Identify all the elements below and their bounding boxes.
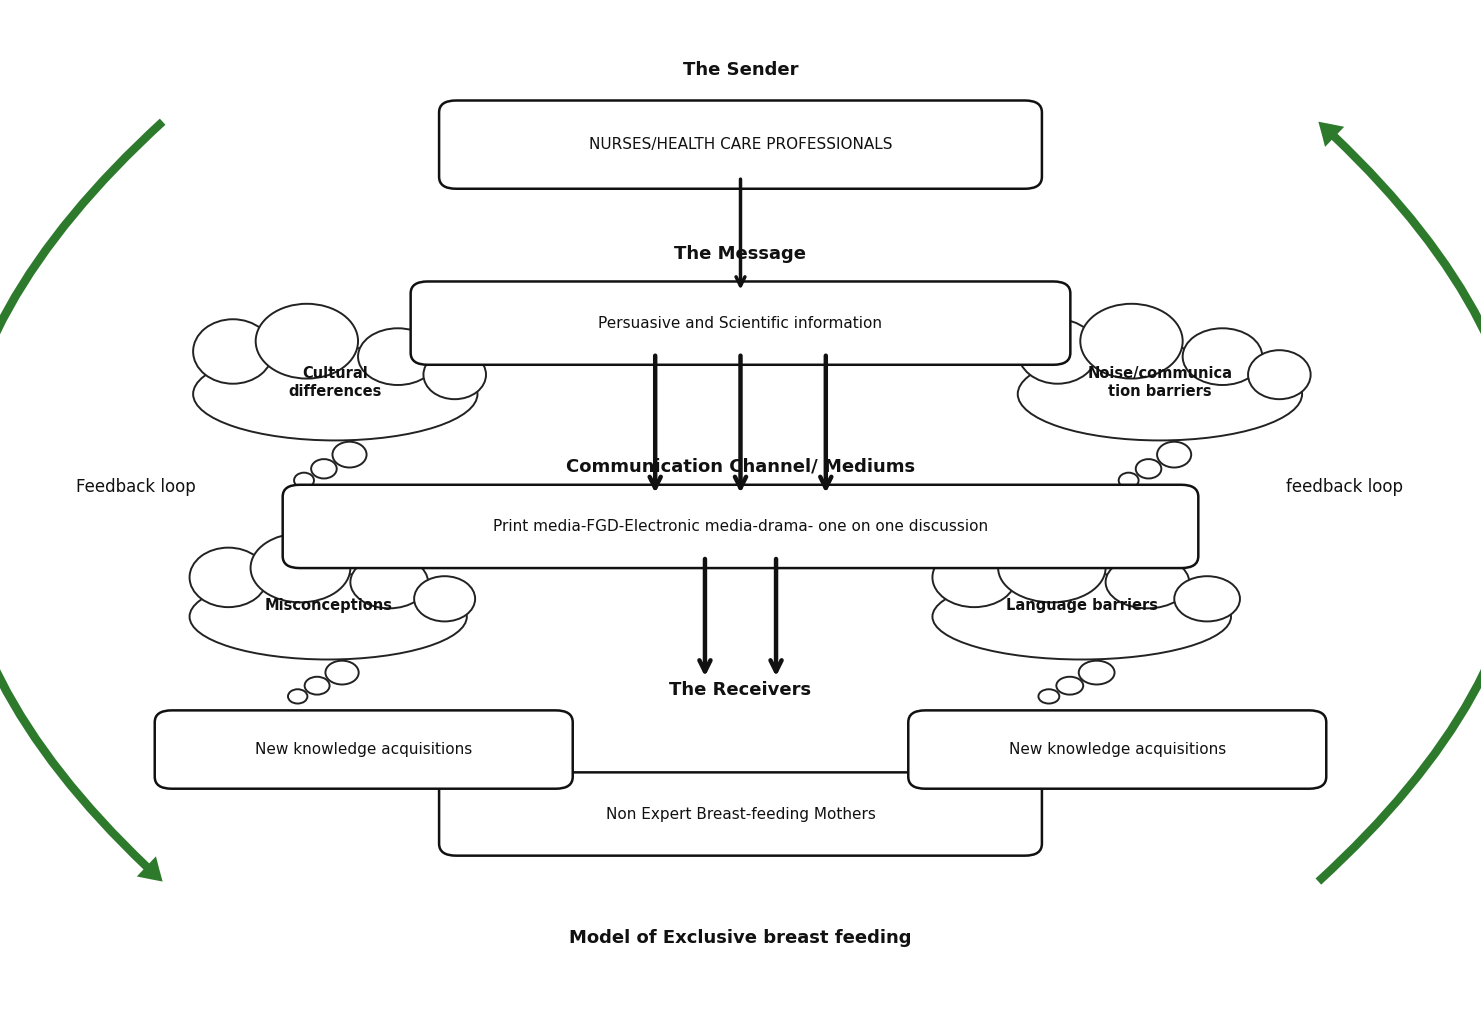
Ellipse shape: [1248, 350, 1311, 399]
FancyArrowPatch shape: [0, 119, 166, 881]
Ellipse shape: [933, 547, 1016, 607]
Text: Feedback loop: Feedback loop: [77, 477, 195, 496]
Ellipse shape: [1174, 576, 1240, 622]
Text: feedback loop: feedback loop: [1286, 477, 1404, 496]
Ellipse shape: [190, 547, 267, 607]
Ellipse shape: [1056, 677, 1083, 694]
Text: The Sender: The Sender: [683, 61, 798, 80]
FancyBboxPatch shape: [438, 773, 1043, 855]
Ellipse shape: [326, 661, 358, 685]
Ellipse shape: [287, 689, 308, 703]
Text: The Message: The Message: [674, 245, 807, 262]
Ellipse shape: [190, 573, 467, 659]
Ellipse shape: [250, 533, 351, 602]
Ellipse shape: [998, 533, 1106, 602]
Ellipse shape: [1038, 689, 1059, 703]
FancyBboxPatch shape: [908, 711, 1327, 789]
Ellipse shape: [351, 556, 428, 608]
Ellipse shape: [295, 473, 314, 489]
Text: Language barriers: Language barriers: [1006, 598, 1158, 614]
Text: Persuasive and Scientific information: Persuasive and Scientific information: [598, 316, 883, 331]
Ellipse shape: [1106, 556, 1189, 608]
Text: Model of Exclusive breast feeding: Model of Exclusive breast feeding: [569, 929, 912, 947]
FancyArrowPatch shape: [1315, 122, 1481, 884]
Text: Communication Channel/ Mediums: Communication Channel/ Mediums: [566, 458, 915, 476]
Text: Noise/communica
tion barriers: Noise/communica tion barriers: [1087, 367, 1232, 399]
Ellipse shape: [1136, 459, 1161, 478]
Ellipse shape: [1017, 319, 1097, 383]
Text: Print media-FGD-Electronic media-drama- one on one discussion: Print media-FGD-Electronic media-drama- …: [493, 519, 988, 534]
Ellipse shape: [305, 677, 330, 694]
Ellipse shape: [1080, 304, 1183, 378]
Ellipse shape: [1183, 328, 1262, 385]
Text: Misconceptions: Misconceptions: [264, 598, 392, 614]
Ellipse shape: [1078, 661, 1115, 685]
Ellipse shape: [1118, 473, 1139, 489]
FancyBboxPatch shape: [410, 281, 1071, 365]
Ellipse shape: [311, 459, 336, 478]
Ellipse shape: [193, 319, 273, 383]
Text: New knowledge acquisitions: New knowledge acquisitions: [255, 742, 472, 757]
Ellipse shape: [332, 442, 367, 468]
FancyBboxPatch shape: [154, 711, 573, 789]
Text: The Receivers: The Receivers: [669, 681, 812, 699]
Ellipse shape: [1157, 442, 1191, 468]
Text: New knowledge acquisitions: New knowledge acquisitions: [1009, 742, 1226, 757]
Ellipse shape: [424, 350, 486, 399]
Text: NURSES/HEALTH CARE PROFESSIONALS: NURSES/HEALTH CARE PROFESSIONALS: [589, 137, 892, 152]
Ellipse shape: [1017, 348, 1302, 440]
Ellipse shape: [193, 348, 477, 440]
Ellipse shape: [358, 328, 438, 385]
FancyBboxPatch shape: [438, 100, 1043, 189]
Ellipse shape: [415, 576, 475, 622]
FancyBboxPatch shape: [283, 484, 1198, 568]
Text: Cultural
differences: Cultural differences: [289, 367, 382, 399]
Text: Non Expert Breast-feeding Mothers: Non Expert Breast-feeding Mothers: [606, 807, 875, 821]
Ellipse shape: [256, 304, 358, 378]
Ellipse shape: [933, 573, 1231, 659]
